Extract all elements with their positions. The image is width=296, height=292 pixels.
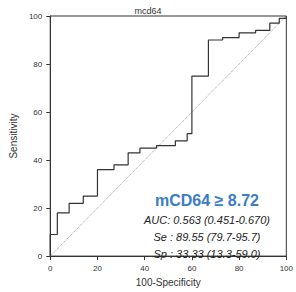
svg-text:20: 20: [33, 204, 42, 213]
svg-text:100: 100: [29, 12, 43, 21]
svg-text:Sensitivity: Sensitivity: [8, 114, 19, 159]
svg-text:40: 40: [140, 264, 149, 273]
svg-text:0: 0: [48, 264, 53, 273]
svg-text:mcd64: mcd64: [134, 6, 161, 16]
svg-text:60: 60: [33, 108, 42, 117]
svg-text:60: 60: [187, 264, 196, 273]
svg-text:80: 80: [33, 60, 42, 69]
svg-text:80: 80: [235, 264, 244, 273]
svg-text:100-Specificity: 100-Specificity: [136, 277, 201, 288]
svg-text:0: 0: [38, 252, 43, 261]
svg-text:40: 40: [33, 156, 42, 165]
svg-text:AUC: 0.563 (0.451-0.670): AUC: 0.563 (0.451-0.670): [143, 214, 270, 226]
svg-text:Sp : 33.33 (13.3-59.0): Sp : 33.33 (13.3-59.0): [153, 248, 260, 260]
svg-text:100: 100: [280, 264, 294, 273]
svg-text:mCD64 ≥ 8.72: mCD64 ≥ 8.72: [155, 192, 259, 209]
svg-text:20: 20: [93, 264, 102, 273]
svg-text:Se : 89.55 (79.7-95.7): Se : 89.55 (79.7-95.7): [153, 231, 260, 243]
